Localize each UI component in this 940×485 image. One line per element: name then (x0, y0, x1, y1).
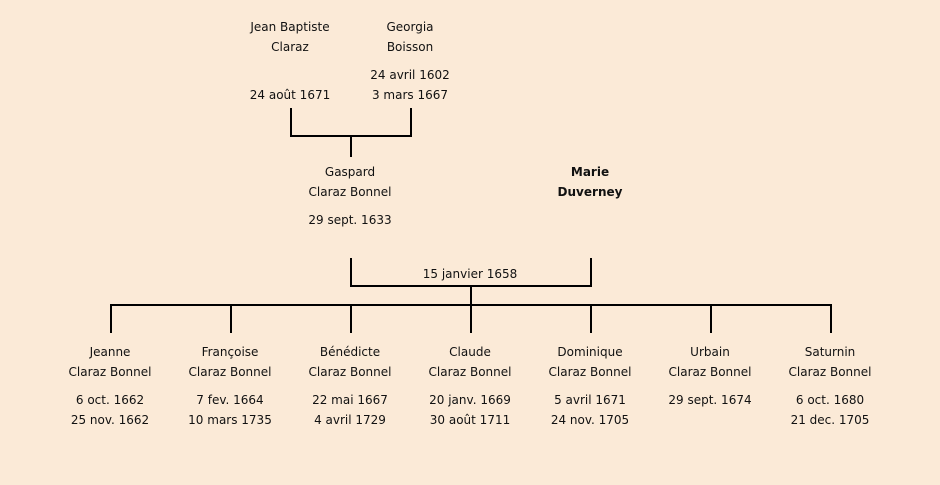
first-name: Urbain (690, 345, 730, 359)
marriage-date: 15 janvier 1658 (422, 267, 518, 281)
last-name: Boisson (386, 40, 434, 54)
last-name: Claraz Bonnel (68, 365, 152, 379)
connector-line (470, 285, 472, 306)
last-name: Duverney (557, 185, 623, 199)
first-name: Georgia (386, 20, 434, 34)
first-name: Jeanne (89, 345, 131, 359)
first-name: Gaspard (324, 165, 376, 179)
death-date: 25 nov. 1662 (70, 413, 150, 427)
death-date: 24 nov. 1705 (550, 413, 630, 427)
birth-date: 5 avril 1671 (554, 393, 626, 407)
last-name: Claraz Bonnel (188, 365, 272, 379)
last-name: Claraz Bonnel (308, 365, 392, 379)
connector-line (830, 304, 832, 333)
death-date: 30 août 1711 (429, 413, 511, 427)
last-name: Claraz Bonnel (428, 365, 512, 379)
connector-line (710, 304, 712, 333)
connector-line (230, 304, 232, 333)
last-name: Claraz Bonnel (668, 365, 752, 379)
first-name: Claude (449, 345, 491, 359)
connector-line (350, 135, 352, 157)
birth-date: 29 sept. 1633 (308, 213, 392, 227)
death-date: 21 dec. 1705 (790, 413, 870, 427)
death-date: 4 avril 1729 (314, 413, 386, 427)
death-date: 3 mars 1667 (371, 88, 449, 102)
birth-date: 7 fev. 1664 (196, 393, 264, 407)
connector-line (470, 304, 472, 333)
connector-line (590, 304, 592, 333)
last-name: Claraz (271, 40, 309, 54)
death-date: 24 août 1671 (249, 88, 331, 102)
last-name: Claraz Bonnel (548, 365, 632, 379)
birth-date: 6 oct. 1662 (75, 393, 145, 407)
connector-line (290, 108, 292, 137)
first-name: Bénédicte (319, 345, 381, 359)
connector-line (410, 108, 412, 137)
last-name: Claraz Bonnel (788, 365, 872, 379)
connector-line (110, 304, 112, 333)
first-name: Françoise (201, 345, 259, 359)
birth-date: 6 oct. 1680 (795, 393, 865, 407)
death-date: 10 mars 1735 (188, 413, 272, 427)
connector-line (350, 258, 352, 287)
last-name: Claraz Bonnel (308, 185, 392, 199)
first-name: Jean Baptiste (250, 20, 330, 34)
birth-date: 22 mai 1667 (312, 393, 388, 407)
first-name: Marie (570, 165, 610, 179)
birth-date: 20 janv. 1669 (429, 393, 511, 407)
connector-line (590, 258, 592, 287)
first-name: Saturnin (804, 345, 856, 359)
birth-date: 24 avril 1602 (370, 68, 450, 82)
first-name: Dominique (557, 345, 623, 359)
birth-date: 29 sept. 1674 (668, 393, 752, 407)
connector-line (350, 304, 352, 333)
